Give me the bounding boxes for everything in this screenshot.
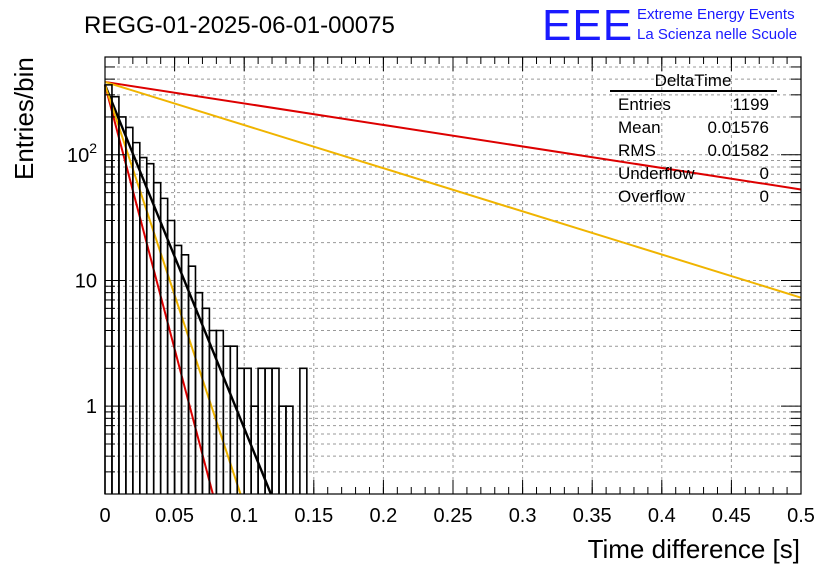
y-tick-labels: 1 10 102: [67, 140, 97, 418]
x-tick-label: 0.25: [434, 505, 473, 527]
x-tick-labels: 0 0.05 0.1 0.15 0.2 0.25 0.3 0.35 0.4 0.45 0.5: [99, 505, 814, 527]
stats-label-overflow: Overflow: [618, 187, 686, 206]
axis-ticks: [104, 56, 802, 495]
y-tick-label: 1: [86, 396, 97, 418]
yellow-fit-line: [104, 84, 242, 495]
histogram: [104, 84, 308, 494]
stats-label-mean: Mean: [618, 118, 661, 137]
histogram-bin: [264, 367, 273, 494]
x-tick-label: 0.05: [155, 505, 194, 527]
logo-line-1: Extreme Energy Events: [637, 6, 795, 23]
logo-letters: EEE: [542, 1, 633, 50]
stats-value-underflow: 0: [760, 164, 769, 183]
red-fit-line: [104, 84, 214, 495]
histogram-bin: [271, 367, 280, 494]
run-title: REGG-01-2025-06-01-00075: [84, 12, 395, 39]
y-tick-label: 10: [75, 270, 97, 292]
stats-label-underflow: Underflow: [618, 164, 695, 183]
eee-logo: EEE Extreme Energy Events La Scienza nel…: [542, 1, 797, 50]
histogram-bin: [104, 84, 113, 494]
histogram-bin: [118, 116, 127, 494]
histogram-bin: [299, 367, 308, 494]
histogram-bin: [152, 181, 162, 494]
x-tick-label: 0.35: [573, 505, 612, 527]
x-tick-label: 0: [99, 505, 110, 527]
stats-box: DeltaTime Entries 1199 Mean 0.01576 RMS …: [610, 71, 777, 206]
histogram-bin: [285, 405, 294, 494]
stats-value-overflow: 0: [760, 187, 769, 206]
x-tick-label: 0.15: [294, 505, 333, 527]
stats-value-entries: 1199: [732, 95, 769, 114]
histogram-bin: [278, 405, 287, 494]
stats-label-entries: Entries: [618, 95, 671, 114]
x-tick-label: 0.1: [230, 505, 258, 527]
x-axis-label: Time difference [s]: [588, 534, 800, 564]
histogram-bin: [166, 219, 176, 494]
histogram-bin: [236, 367, 245, 494]
yellow-fit-line: [104, 80, 802, 299]
x-tick-label: 0.2: [369, 505, 397, 527]
stats-value-rms: 0.01582: [708, 141, 769, 160]
x-tick-label: 0.45: [712, 505, 751, 527]
stats-label-rms: RMS: [618, 141, 656, 160]
logo-line-2: La Scienza nelle Scuole: [637, 26, 797, 43]
x-tick-label: 0.5: [787, 505, 815, 527]
red-fit-line: [104, 80, 802, 191]
stats-value-mean: 0.01576: [708, 118, 769, 137]
x-tick-label: 0.4: [648, 505, 676, 527]
y-axis-label: Entries/bin: [9, 57, 39, 180]
stats-title: DeltaTime: [655, 71, 732, 90]
x-tick-label: 0.3: [509, 505, 537, 527]
y-tick-label: 102: [67, 140, 97, 167]
